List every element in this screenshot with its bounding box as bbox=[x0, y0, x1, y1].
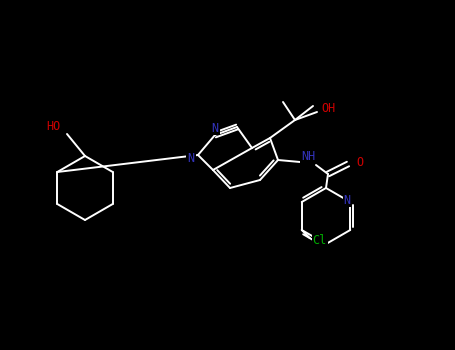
Text: Cl: Cl bbox=[313, 234, 327, 247]
Text: NH: NH bbox=[301, 150, 315, 163]
Text: O: O bbox=[356, 155, 364, 168]
Text: HO: HO bbox=[46, 120, 60, 133]
Text: N: N bbox=[212, 121, 218, 134]
Text: N: N bbox=[187, 153, 195, 166]
Text: N: N bbox=[344, 194, 351, 206]
Text: OH: OH bbox=[322, 102, 336, 114]
